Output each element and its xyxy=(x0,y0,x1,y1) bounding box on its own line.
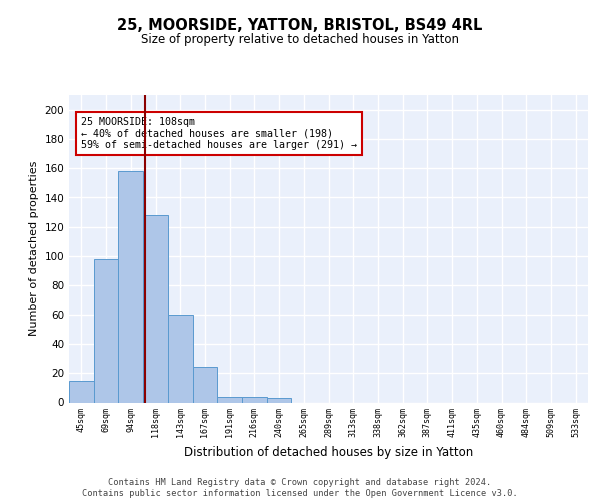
Bar xyxy=(118,171,143,402)
Bar xyxy=(94,259,118,402)
Bar xyxy=(168,314,193,402)
Bar xyxy=(143,215,168,402)
Bar xyxy=(193,368,217,402)
Text: 25, MOORSIDE, YATTON, BRISTOL, BS49 4RL: 25, MOORSIDE, YATTON, BRISTOL, BS49 4RL xyxy=(118,18,482,32)
Bar xyxy=(242,396,267,402)
Text: Contains HM Land Registry data © Crown copyright and database right 2024.
Contai: Contains HM Land Registry data © Crown c… xyxy=(82,478,518,498)
Bar xyxy=(69,380,94,402)
Text: 25 MOORSIDE: 108sqm
← 40% of detached houses are smaller (198)
59% of semi-detac: 25 MOORSIDE: 108sqm ← 40% of detached ho… xyxy=(82,117,358,150)
Bar xyxy=(217,396,242,402)
Bar xyxy=(267,398,292,402)
Text: Size of property relative to detached houses in Yatton: Size of property relative to detached ho… xyxy=(141,32,459,46)
X-axis label: Distribution of detached houses by size in Yatton: Distribution of detached houses by size … xyxy=(184,446,473,458)
Y-axis label: Number of detached properties: Number of detached properties xyxy=(29,161,39,336)
